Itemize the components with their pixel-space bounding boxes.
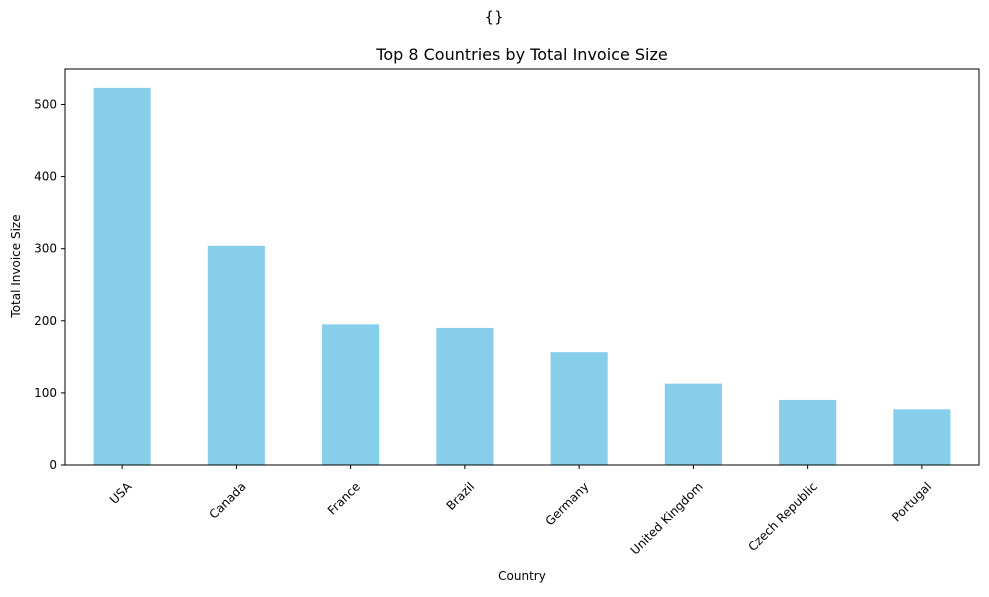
x-tick-label: Brazil	[444, 479, 478, 513]
bar-brazil	[436, 327, 494, 465]
y-tick-label: 500	[34, 97, 57, 111]
bar-usa	[93, 87, 151, 466]
y-tick-label: 300	[34, 242, 57, 256]
x-axis-label: Country	[498, 569, 546, 583]
y-tick-label: 200	[34, 314, 57, 328]
bars-group	[93, 87, 951, 466]
x-tick-label: United Kingdom	[628, 479, 706, 557]
bar-canada	[207, 245, 265, 465]
x-tick-label: Portugal	[889, 479, 934, 524]
x-axis: USA Canada France Brazil Germany United Kingd…	[107, 465, 934, 557]
y-axis: 0 100 200 300 400 500	[34, 97, 65, 472]
y-tick-label: 400	[34, 170, 57, 184]
x-tick-label: USA	[107, 479, 135, 507]
bar-portugal	[893, 409, 951, 465]
x-tick-label: France	[325, 479, 363, 517]
y-tick-label: 0	[49, 458, 57, 472]
y-tick-label: 100	[34, 386, 57, 400]
x-tick-label: Canada	[207, 479, 249, 521]
bar-france	[322, 324, 380, 465]
figure-suptitle: {}	[484, 8, 503, 26]
y-axis-label: Total Invoice Size	[9, 214, 23, 318]
x-tick-label: Germany	[543, 479, 592, 528]
x-tick-label: Czech Republic	[745, 479, 820, 554]
plot-area-frame	[64, 68, 980, 466]
bar-united-kingdom	[664, 383, 722, 465]
chart-title: Top 8 Countries by Total Invoice Size	[375, 45, 667, 64]
bar-germany	[550, 352, 608, 465]
bar-czech-republic	[779, 399, 837, 465]
